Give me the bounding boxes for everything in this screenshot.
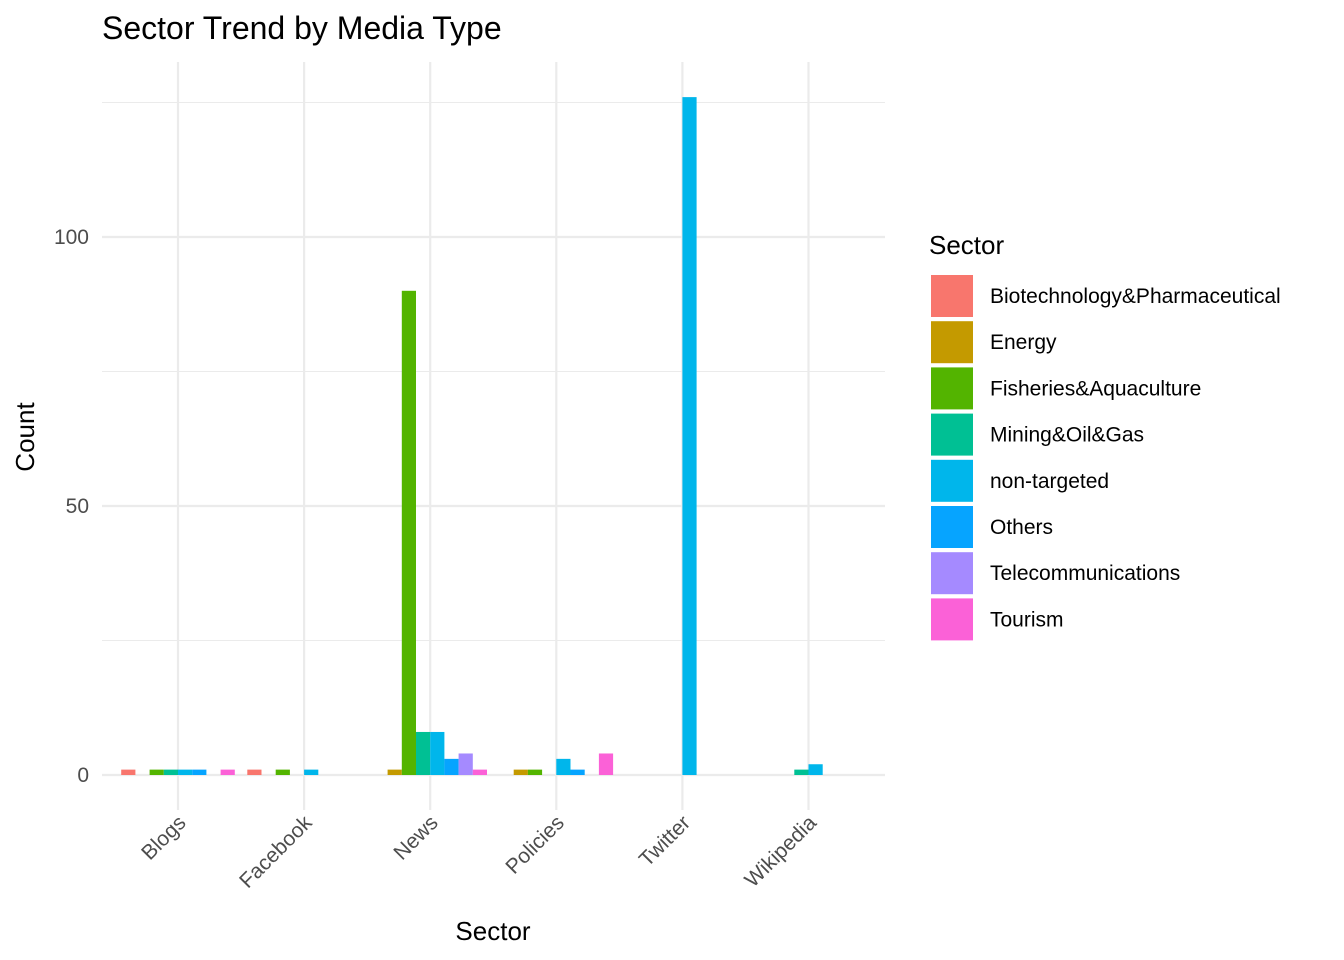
bar [682,97,697,776]
grid [102,62,885,810]
legend-label: Tourism [990,608,1064,631]
y-axis-title: Count [10,402,40,472]
legend-swatch [931,552,973,595]
bars [121,97,823,776]
bar [444,758,459,775]
legend-swatch [931,413,973,456]
bar [527,769,543,775]
chart-title: Sector Trend by Media Type [102,10,502,46]
legend-label: Biotechnology&Pharmaceutical [990,285,1281,308]
bar [178,769,193,775]
bar [808,764,823,775]
y-tick-labels: 0 50 100 [54,226,89,787]
x-tick-label: Facebook [235,811,317,893]
legend-label: Others [990,516,1053,539]
x-axis-title: Sector [455,916,530,946]
bar [430,731,445,775]
x-tick-label: News [389,811,442,864]
legend-swatch [931,275,973,317]
legend-label: Energy [990,331,1057,354]
bar [220,769,235,775]
legend-swatch [931,367,973,410]
x-tick-label: Policies [501,811,568,878]
bar [570,769,585,775]
bar [401,290,416,775]
y-tick-label: 0 [77,764,89,787]
legend-label: Fisheries&Aquaculture [990,377,1201,400]
x-tick-labels: Blogs Facebook News Policies Twitter Wikipedi… [137,811,821,893]
y-tick-label: 100 [54,226,89,249]
legend-title: Sector [929,230,1004,260]
legend-label: Telecommunications [990,562,1180,585]
bar [304,769,319,775]
bar [458,753,473,775]
bar [192,769,207,775]
legend-swatch [931,506,973,548]
bar [416,731,431,775]
bar [121,769,136,775]
bar [163,769,178,775]
bar [275,769,290,775]
y-tick-label: 50 [66,495,89,518]
bar [794,769,809,775]
bar [387,769,402,775]
legend-label: Mining&Oil&Gas [990,424,1144,447]
legend: Sector Biotechnology&Pharmaceutical Energ… [929,230,1281,641]
bar [149,769,164,775]
bar [247,769,262,775]
legend-swatch [931,598,973,641]
bar [472,769,487,775]
legend-swatch [931,321,973,364]
legend-label: non-targeted [990,470,1109,493]
x-tick-label: Blogs [137,811,190,864]
bar [598,753,614,775]
legend-swatch [931,459,973,502]
bar [513,769,528,775]
bar [556,758,571,775]
x-tick-label: Twitter [635,811,695,871]
x-tick-label: Wikipedia [740,811,821,892]
